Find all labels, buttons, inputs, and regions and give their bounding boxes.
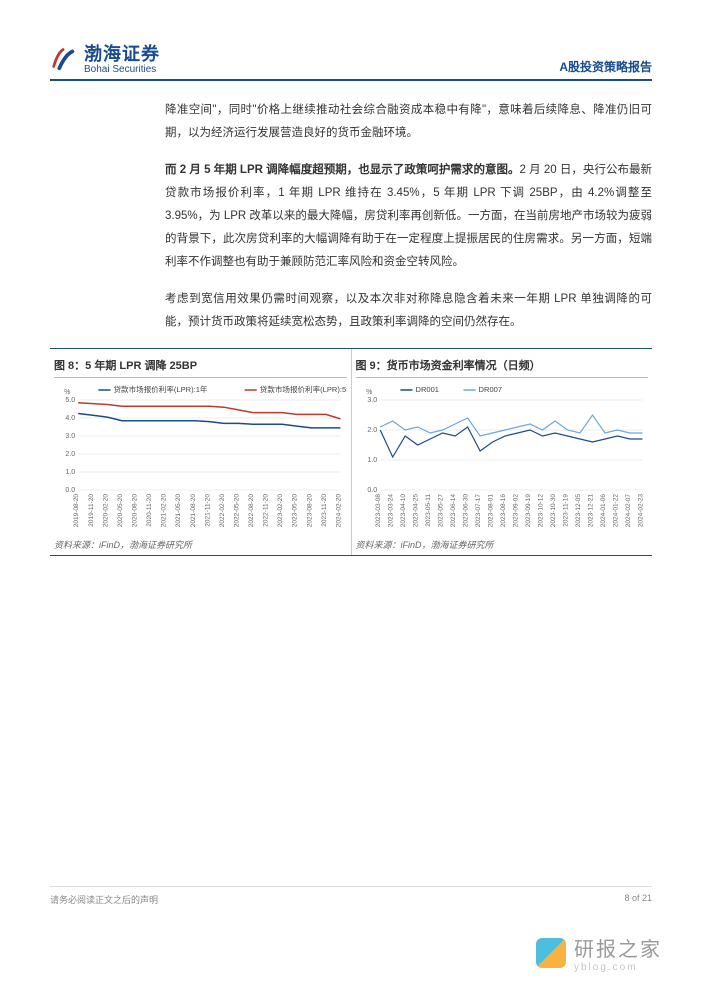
- svg-text:2023-03-24: 2023-03-24: [387, 494, 394, 528]
- svg-text:5.0: 5.0: [65, 397, 75, 404]
- svg-text:2023-05-11: 2023-05-11: [425, 494, 432, 527]
- svg-text:贷款市场报价利率(LPR):1年: 贷款市场报价利率(LPR):1年: [114, 384, 208, 394]
- watermark-icon: [536, 938, 566, 968]
- page-footer: 请务必阅读正文之后的声明 8 of 21: [50, 886, 652, 906]
- svg-text:2023-12-05: 2023-12-05: [574, 494, 581, 528]
- svg-text:2.0: 2.0: [367, 427, 377, 434]
- svg-text:2019-08-20: 2019-08-20: [73, 494, 80, 528]
- paragraph-1: 降准空间"，同时"价格上继续推动社会综合融资成本稳中有降"，意味着后续降息、降准…: [165, 99, 652, 145]
- company-name-cn: 渤海证券: [84, 40, 160, 66]
- svg-text:2023-08-16: 2023-08-16: [500, 494, 507, 528]
- svg-text:2023-10-30: 2023-10-30: [550, 494, 557, 528]
- svg-text:2023-03-08: 2023-03-08: [375, 494, 382, 528]
- svg-text:2024-01-22: 2024-01-22: [612, 494, 619, 528]
- footer-page-number: 8 of 21: [624, 893, 652, 906]
- svg-text:%: %: [366, 389, 372, 396]
- svg-text:2023-07-17: 2023-07-17: [475, 494, 482, 528]
- chart-8-block: 图 8：5 年期 LPR 调降 25BP 0.0 1.0 2.0 3.0 4.0 5.0%…: [50, 349, 352, 555]
- svg-text:0.0: 0.0: [367, 487, 377, 494]
- charts-row: 图 8：5 年期 LPR 调降 25BP 0.0 1.0 2.0 3.0 4.0 5.0%…: [50, 348, 652, 556]
- chart-9-source: 资料来源：iFinD，渤海证券研究所: [356, 535, 649, 551]
- svg-text:1.0: 1.0: [367, 457, 377, 464]
- svg-text:2024-02-07: 2024-02-07: [624, 494, 631, 528]
- svg-text:2021-11-20: 2021-11-20: [204, 494, 211, 527]
- paragraph-2-bold: 而 2 月 5 年期 LPR 调降幅度超预期，也显示了政策呵护需求的意图。: [165, 164, 520, 176]
- svg-text:2024-01-06: 2024-01-06: [599, 494, 606, 528]
- svg-text:0.0: 0.0: [65, 487, 75, 494]
- svg-text:%: %: [64, 389, 70, 396]
- svg-text:3.0: 3.0: [65, 433, 75, 440]
- svg-text:2023-02-20: 2023-02-20: [277, 494, 284, 528]
- paragraph-2-rest: 2 月 20 日，央行公布最新贷款市场报价利率，1 年期 LPR 维持在 3.4…: [165, 164, 652, 268]
- logo: 渤海证券 Bohai Securities: [50, 40, 160, 75]
- svg-text:2023-09-19: 2023-09-19: [525, 494, 532, 528]
- svg-text:2021-02-20: 2021-02-20: [161, 494, 168, 528]
- footer-disclaimer: 请务必阅读正文之后的声明: [50, 893, 158, 906]
- svg-text:2.0: 2.0: [65, 451, 75, 458]
- company-name-en: Bohai Securities: [84, 64, 160, 75]
- logo-icon: [50, 44, 78, 72]
- svg-text:2023-05-27: 2023-05-27: [437, 494, 444, 528]
- watermark-sub: yblog.com: [574, 962, 662, 973]
- svg-text:贷款市场报价利率(LPR):5年: 贷款市场报价利率(LPR):5年: [260, 384, 347, 394]
- svg-text:2022-08-20: 2022-08-20: [248, 494, 255, 528]
- svg-text:2023-09-02: 2023-09-02: [512, 494, 519, 528]
- svg-text:2023-04-25: 2023-04-25: [412, 494, 419, 528]
- svg-text:2020-08-20: 2020-08-20: [131, 494, 138, 528]
- main-text: 降准空间"，同时"价格上继续推动社会综合融资成本稳中有降"，意味着后续降息、降准…: [165, 99, 652, 334]
- svg-text:1.0: 1.0: [65, 469, 75, 476]
- page-header: 渤海证券 Bohai Securities A股投资策略报告: [50, 40, 652, 81]
- svg-text:2023-04-10: 2023-04-10: [400, 494, 407, 528]
- svg-text:2019-11-20: 2019-11-20: [88, 494, 95, 527]
- svg-text:2020-11-20: 2020-11-20: [146, 494, 153, 527]
- svg-text:2023-11-20: 2023-11-20: [321, 494, 328, 527]
- svg-text:4.0: 4.0: [65, 415, 75, 422]
- svg-text:2023-12-21: 2023-12-21: [587, 494, 594, 528]
- chart-8-svg: 0.0 1.0 2.0 3.0 4.0 5.0% 2019-08-20 2019-11-20 2…: [54, 382, 347, 532]
- svg-text:2022-05-20: 2022-05-20: [233, 494, 240, 528]
- document-title: A股投资策略报告: [559, 58, 652, 75]
- paragraph-3: 考虑到宽信用效果仍需时间观察，以及本次非对称降息隐含着未来一年期 LPR 单独调…: [165, 288, 652, 334]
- watermark-text: 研报之家: [574, 933, 662, 962]
- svg-text:2024-02-23: 2024-02-23: [637, 494, 644, 528]
- svg-text:DR001: DR001: [415, 385, 439, 394]
- paragraph-2: 而 2 月 5 年期 LPR 调降幅度超预期，也显示了政策呵护需求的意图。2 月…: [165, 159, 652, 274]
- svg-text:2021-05-20: 2021-05-20: [175, 494, 182, 528]
- chart-8-title: 图 8：5 年期 LPR 调降 25BP: [54, 353, 347, 378]
- svg-text:2023-06-30: 2023-06-30: [462, 494, 469, 528]
- svg-text:2022-02-20: 2022-02-20: [219, 494, 226, 528]
- svg-text:2023-08-01: 2023-08-01: [487, 494, 494, 528]
- svg-text:2022-11-20: 2022-11-20: [263, 494, 270, 527]
- svg-text:2020-02-20: 2020-02-20: [102, 494, 109, 528]
- svg-text:3.0: 3.0: [367, 397, 377, 404]
- chart-8-source: 资料来源：iFinD，渤海证券研究所: [54, 535, 347, 551]
- chart-9-title: 图 9：货币市场资金利率情况（日频）: [356, 353, 649, 378]
- watermark: 研报之家 yblog.com: [536, 933, 662, 973]
- svg-text:DR007: DR007: [478, 385, 502, 394]
- svg-text:2023-08-20: 2023-08-20: [306, 494, 313, 528]
- svg-text:2023-06-14: 2023-06-14: [450, 494, 457, 528]
- svg-text:2021-08-20: 2021-08-20: [190, 494, 197, 528]
- svg-text:2023-05-20: 2023-05-20: [292, 494, 299, 528]
- svg-text:2023-11-19: 2023-11-19: [562, 494, 569, 527]
- svg-text:2020-05-20: 2020-05-20: [117, 494, 124, 528]
- svg-text:2024-02-20: 2024-02-20: [335, 494, 342, 528]
- chart-9-block: 图 9：货币市场资金利率情况（日频） 0.0 1.0 2.0 3.0% 2023-03-…: [352, 349, 653, 555]
- svg-text:2023-10-12: 2023-10-12: [537, 494, 544, 528]
- chart-9-svg: 0.0 1.0 2.0 3.0% 2023-03-08 2023-03-24 2023-04…: [356, 382, 649, 532]
